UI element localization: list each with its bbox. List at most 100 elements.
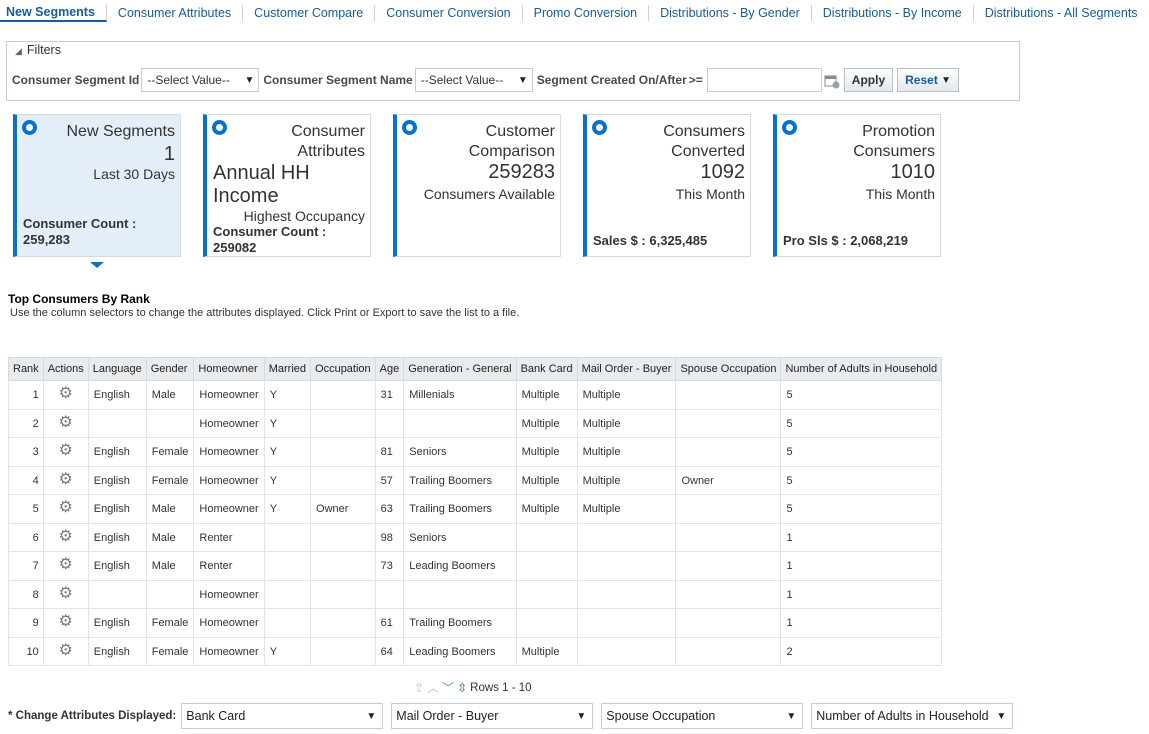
cell-age: 31 — [374, 380, 405, 410]
first-page-icon[interactable]: ⇧ — [414, 680, 425, 695]
attribute-select-value: Bank Card — [186, 709, 246, 723]
radio-selected-icon[interactable] — [22, 120, 37, 135]
cell-bank-card — [515, 522, 578, 552]
segment-id-value: --Select Value-- — [147, 73, 230, 87]
gear-icon[interactable]: ⚙ — [58, 442, 73, 459]
col-age[interactable]: Age — [374, 357, 405, 381]
chevron-down-icon: ▼ — [576, 710, 587, 722]
gear-icon[interactable]: ⚙ — [58, 641, 73, 659]
segment-id-select[interactable]: --Select Value-- ▼ — [141, 68, 260, 92]
attribute-select-1[interactable]: Bank Card ▼ — [181, 703, 384, 729]
calendar-icon[interactable] — [824, 73, 840, 89]
tab-new-segments[interactable]: New Segments — [0, 4, 107, 22]
col-language[interactable]: Language — [87, 357, 147, 381]
table-row: 7 ⚙ English Male Renter 73 Leading Boomers 1 — [8, 551, 943, 581]
chevron-down-icon: ▼ — [941, 74, 952, 86]
attribute-select-4[interactable]: Number of Adults in Household ▼ — [811, 703, 1014, 729]
card-title-line1: Customer — [485, 123, 555, 140]
cell-married — [263, 522, 312, 552]
attribute-select-2[interactable]: Mail Order - Buyer ▼ — [391, 703, 594, 729]
cell-generation: Leading Boomers — [403, 551, 517, 581]
col-mail-order[interactable]: Mail Order - Buyer — [576, 357, 677, 381]
col-actions[interactable]: Actions — [42, 357, 89, 381]
gear-icon[interactable]: ⚙ — [58, 385, 73, 402]
card-title-line2: Attributes — [297, 143, 365, 160]
tab-distributions-all-segments[interactable]: Distributions - All Segments — [984, 6, 1138, 20]
col-gender[interactable]: Gender — [145, 357, 195, 381]
cell-spouse-occupation — [675, 494, 782, 524]
radio-icon[interactable] — [402, 120, 417, 135]
attribute-select-3[interactable]: Spouse Occupation ▼ — [601, 703, 804, 729]
card-promotion-consumers[interactable]: Promotion Consumers 1010 This Month Pro … — [773, 114, 941, 257]
col-spouse-occupation[interactable]: Spouse Occupation — [675, 357, 782, 381]
card-title-line2: Converted — [671, 143, 745, 160]
col-married[interactable]: Married — [263, 357, 312, 381]
card-bottom-value: 259082 — [213, 240, 257, 255]
apply-button[interactable]: Apply — [843, 68, 894, 92]
gear-icon[interactable]: ⚙ — [58, 527, 73, 545]
created-date-input[interactable] — [706, 68, 822, 92]
col-bank-card[interactable]: Bank Card — [515, 357, 578, 381]
cell-age: 98 — [374, 522, 405, 552]
cell-actions: ⚙ — [42, 437, 89, 467]
cell-gender — [145, 408, 195, 438]
last-page-icon[interactable]: ⇳ — [457, 680, 468, 695]
filters-header[interactable]: ◢ Filters — [15, 43, 61, 57]
cell-actions: ⚙ — [42, 494, 89, 524]
next-page-icon[interactable]: ﹀ — [442, 681, 455, 695]
tab-distributions-by-gender[interactable]: Distributions - By Gender — [649, 5, 812, 21]
cell-language: English — [87, 494, 147, 524]
cell-rank: 7 — [8, 551, 44, 581]
cell-mail-order: Multiple — [576, 408, 677, 438]
gear-icon[interactable]: ⚙ — [58, 499, 73, 516]
col-generation[interactable]: Generation - General — [403, 357, 517, 381]
tab-consumer-attributes[interactable]: Consumer Attributes — [107, 5, 244, 21]
radio-icon[interactable] — [212, 120, 227, 135]
gear-icon[interactable]: ⚙ — [58, 584, 73, 602]
col-rank[interactable]: Rank — [8, 357, 44, 381]
card-customer-comparison[interactable]: Customer Comparison 259283 Consumers Ava… — [393, 114, 561, 257]
card-bottom: Pro Sls $ : 2,068,219 — [783, 233, 909, 248]
card-consumer-attributes[interactable]: Consumer Attributes Annual HH Income Hig… — [203, 114, 371, 257]
gear-icon[interactable]: ⚙ — [58, 413, 73, 431]
reset-button[interactable]: Reset ▼ — [897, 68, 960, 92]
filters-row: Consumer Segment Id --Select Value-- ▼ C… — [12, 68, 963, 92]
col-adults-in-household[interactable]: Number of Adults in Household — [780, 357, 943, 381]
cell-gender — [145, 579, 195, 609]
chevron-down-icon: ▼ — [996, 710, 1007, 722]
segment-name-select[interactable]: --Select Value-- ▼ — [414, 68, 533, 92]
cell-age: 57 — [374, 465, 405, 495]
cell-rank: 1 — [8, 380, 44, 410]
cell-age: 73 — [374, 551, 405, 581]
card-title-line1: Promotion — [862, 123, 935, 140]
cell-homeowner: Homeowner — [193, 494, 265, 524]
col-occupation[interactable]: Occupation — [310, 357, 376, 381]
cell-spouse-occupation — [675, 608, 782, 638]
cell-spouse-occupation — [675, 380, 782, 410]
cell-occupation — [310, 551, 376, 581]
tab-distributions-by-income[interactable]: Distributions - By Income — [812, 5, 974, 21]
radio-icon[interactable] — [782, 120, 797, 135]
card-new-segments[interactable]: New Segments 1 Last 30 Days Consumer Cou… — [13, 114, 181, 257]
radio-icon[interactable] — [592, 120, 607, 135]
filters-panel: ◢ Filters Consumer Segment Id --Select Va… — [6, 41, 1020, 101]
cell-mail-order — [576, 636, 677, 666]
previous-page-icon[interactable]: ︿ — [427, 681, 440, 695]
cell-rank: 2 — [8, 408, 44, 438]
gear-icon[interactable]: ⚙ — [58, 613, 73, 630]
gear-icon[interactable]: ⚙ — [58, 556, 73, 573]
tab-consumer-conversion[interactable]: Consumer Conversion — [375, 5, 523, 21]
tab-customer-compare[interactable]: Customer Compare — [243, 5, 376, 21]
cell-mail-order — [576, 551, 677, 581]
cell-language: English — [87, 636, 147, 666]
card-consumers-converted[interactable]: Consumers Converted 1092 This Month Sale… — [583, 114, 751, 257]
gear-icon[interactable]: ⚙ — [58, 470, 73, 488]
cell-bank-card — [515, 551, 578, 581]
selected-card-pointer — [90, 262, 104, 268]
collapse-triangle-icon[interactable]: ◢ — [15, 46, 22, 56]
cell-mail-order — [576, 608, 677, 638]
cell-gender: Female — [145, 465, 195, 495]
cell-married: Y — [263, 494, 312, 524]
col-homeowner[interactable]: Homeowner — [193, 357, 265, 381]
tab-promo-conversion[interactable]: Promo Conversion — [523, 5, 650, 21]
